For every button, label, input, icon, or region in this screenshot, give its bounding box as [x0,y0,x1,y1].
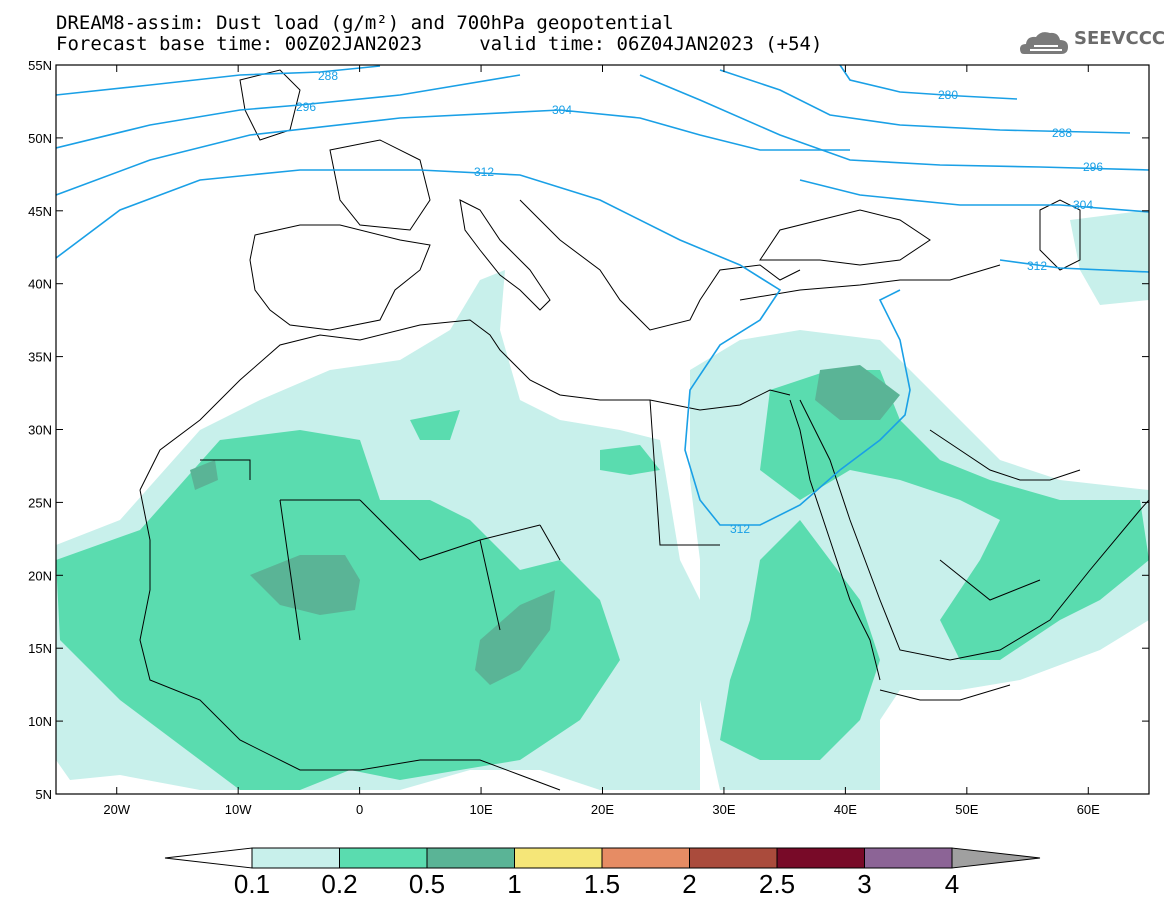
lat-tick-label: 30N [28,423,52,438]
geopotential-contours [56,65,1149,526]
coastline-gulf [929,429,1081,481]
coastline-italy [459,199,551,311]
colorbar-tick-label: 4 [945,869,959,899]
contour-label: 288 [1052,126,1072,140]
colorbar-tick-label: 2.5 [759,869,795,899]
contour-304 [56,109,850,196]
dust-region-nile-medium [720,520,880,760]
coastline-west-africa [139,489,561,791]
colorbar-swatch [864,847,953,869]
colorbar-swatch [776,847,865,869]
contour-312-east [999,259,1149,273]
colorbar-swatch [689,847,778,869]
border-lines [200,399,1041,641]
colorbar-swatch [514,847,603,869]
colorbar-swatch [339,847,428,869]
lat-tick-label: 20N [28,568,52,583]
colorbar: 0.1 0.2 0.5 1 1.5 2 2.5 3 4 [164,847,1041,899]
contour-288-east [719,69,1131,134]
lon-tick-label: 50E [955,802,978,817]
lon-tick-label: 10E [469,802,492,817]
longitude-axis: 20W 10W 0 10E 20E 30E 40E 50E 60E [103,65,1100,817]
contour-label: 280 [938,88,958,102]
dust-region-saudi-heavy [815,365,900,420]
cloud-icon [1020,32,1068,54]
colorbar-tick-label: 0.1 [234,869,270,899]
logo-text: SEEVCCC [1074,28,1165,49]
coastline-north-africa [139,319,791,491]
coastline-balkans-greece [519,199,801,331]
contour-296-west [56,74,521,149]
lat-tick-label: 40N [28,277,52,292]
lat-tick-label: 25N [28,495,52,510]
colorbar-tick-label: 1 [507,869,521,899]
colorbar-tick-label: 0.2 [321,869,357,899]
lat-tick-label: 5N [35,787,52,802]
colorbar-swatch [601,847,690,869]
coastline-red-sea [789,399,881,681]
coastlines [139,69,1149,791]
lon-tick-label: 0 [356,802,363,817]
lon-tick-label: 20E [591,802,614,817]
dust-region-caucasus-light [1070,210,1149,305]
contour-label: 304 [1073,198,1093,212]
lon-tick-label: 40E [834,802,857,817]
contour-label: 296 [1083,160,1103,174]
contour-280 [839,65,1018,100]
contour-296-east [639,74,1149,171]
chart-title-line-2: Forecast base time: 00Z02JAN2023 valid t… [56,33,823,55]
colorbar-tick-label: 2 [682,869,696,899]
coastline-caspian [1039,199,1081,271]
colorbar-over-triangle [951,847,1041,869]
lat-tick-label: 10N [28,714,52,729]
contour-312 [56,169,911,526]
lat-tick-label: 45N [28,204,52,219]
coastline-turkey [739,264,1001,301]
coastline-arabia [799,399,1149,661]
dust-shading [56,210,1149,790]
lon-tick-label: 20W [103,802,130,817]
dust-region-algeria-medium [410,410,460,440]
colorbar-tick-label: 0.5 [409,869,445,899]
contour-288-west [56,65,381,96]
lat-tick-label: 15N [28,641,52,656]
coastline-france [329,139,431,231]
lat-tick-label: 50N [28,131,52,146]
colorbar-tick-label: 1.5 [584,869,620,899]
latitude-axis: 55N 50N 45N 40N 35N 30N 25N 20N 15N 10N 5N [28,58,1149,802]
coastline-horn-africa [879,684,1011,701]
dust-region-arabia-medium [760,370,1149,660]
contour-label: 296 [296,100,316,114]
lat-tick-label: 35N [28,350,52,365]
contour-label: 312 [1027,259,1047,273]
dust-region-mauritania-heavy [190,460,218,490]
colorbar-under-triangle [164,847,253,869]
dust-region-mali-heavy [250,555,360,615]
contour-label: 304 [552,103,572,117]
contour-label: 288 [318,69,338,83]
contour-304-east [799,179,1149,213]
colorbar-swatch [251,847,340,869]
dust-region-libya-medium [600,445,660,475]
colorbar-swatch [426,847,515,869]
dust-region-chad-heavy [475,590,555,685]
coastline-iberia [249,224,431,331]
contour-label-group: 288 296 304 312 280 288 296 304 312 312 [296,69,1103,536]
lon-tick-label: 30E [712,802,735,817]
coastline-black-sea [759,209,931,266]
chart-title-line-1: DREAM8-assim: Dust load (g/m²) and 700hP… [56,12,674,34]
contour-label: 312 [474,165,494,179]
contour-label: 312 [730,522,750,536]
lon-tick-label: 60E [1077,802,1100,817]
colorbar-tick-label: 3 [857,869,871,899]
lat-tick-label: 55N [28,58,52,73]
lon-tick-label: 10W [225,802,252,817]
